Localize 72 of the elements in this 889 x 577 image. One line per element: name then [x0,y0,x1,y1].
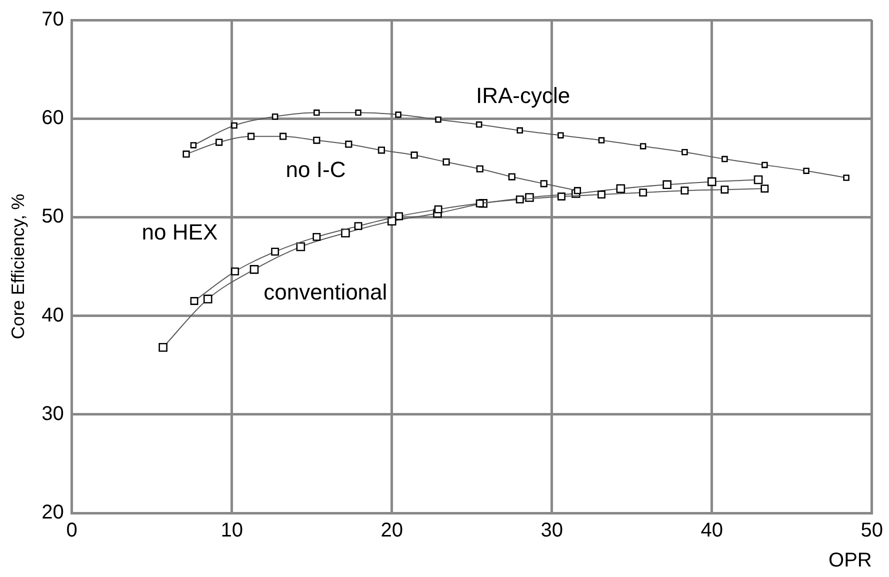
point [597,190,606,198]
point [803,168,810,174]
series-label: conventional [264,279,388,304]
y-tick-label: 30 [42,402,64,425]
x-axis-title: OPR [828,550,872,572]
point [190,297,198,305]
point [395,212,404,220]
point [231,122,238,129]
point [182,150,190,158]
series-label: no HEX [142,220,218,245]
x-tick-label: 50 [860,520,883,542]
point [476,165,484,172]
point [720,186,729,194]
x-tick-label: 0 [66,520,78,542]
x-tick-label: 30 [540,520,563,542]
point [395,112,402,118]
point [476,199,484,208]
point [248,132,255,140]
y-tick-label: 50 [42,206,64,228]
y-tick-label: 40 [42,304,64,326]
point [640,143,646,150]
point [722,156,728,162]
point [707,177,716,186]
point [557,192,566,200]
point [434,205,442,214]
point [760,184,769,193]
point [271,248,280,256]
point [378,146,386,154]
point [442,158,450,166]
x-tick-label: 10 [220,520,243,542]
point [680,186,689,195]
point [410,152,418,159]
point [435,116,442,123]
series-label: no I-C [286,157,346,182]
point [158,342,168,352]
point [682,149,688,156]
point [843,174,850,181]
point [508,173,516,180]
point [280,132,287,140]
point [231,267,240,276]
point [662,180,672,190]
point [312,232,321,241]
point [516,195,524,204]
point [639,188,648,197]
point [574,187,582,194]
point [296,242,306,252]
y-axis-title: Core Efficiency, % [8,194,28,340]
point [762,162,768,168]
y-tick-label: 20 [42,502,64,524]
point [540,180,548,188]
point [272,114,278,120]
point [354,222,362,230]
y-tick-label: 70 [42,8,64,31]
point [558,132,564,138]
point [616,184,626,194]
point [190,142,197,148]
point [355,110,362,116]
point [314,110,320,116]
point [345,140,352,148]
point [754,175,763,184]
y-tick-label: 60 [42,107,64,130]
x-tick-label: 40 [700,520,723,542]
series-label: IRA-cycle [476,82,570,108]
point [516,127,523,134]
point [216,138,223,146]
point [598,137,605,144]
point [203,294,212,304]
point [341,228,350,238]
x-tick-label: 20 [380,520,403,542]
point [313,136,320,144]
point [476,121,482,128]
point [250,265,259,274]
